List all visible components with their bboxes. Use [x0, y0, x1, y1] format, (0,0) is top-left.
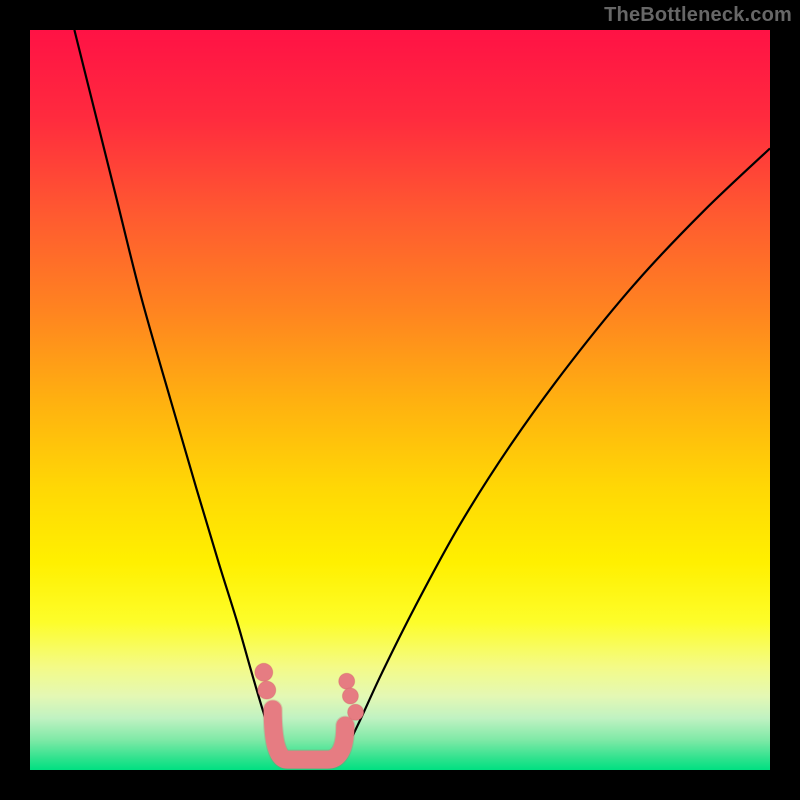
marker-dot [342, 688, 358, 704]
plot-svg [30, 30, 770, 770]
marker-dot [255, 663, 273, 681]
gradient-background [30, 30, 770, 770]
marker-dot [258, 681, 276, 699]
plot-area [30, 30, 770, 770]
chart-container: TheBottleneck.com [0, 0, 800, 800]
watermark-text: TheBottleneck.com [604, 4, 792, 27]
marker-dot [348, 704, 364, 720]
marker-dot [339, 673, 355, 689]
